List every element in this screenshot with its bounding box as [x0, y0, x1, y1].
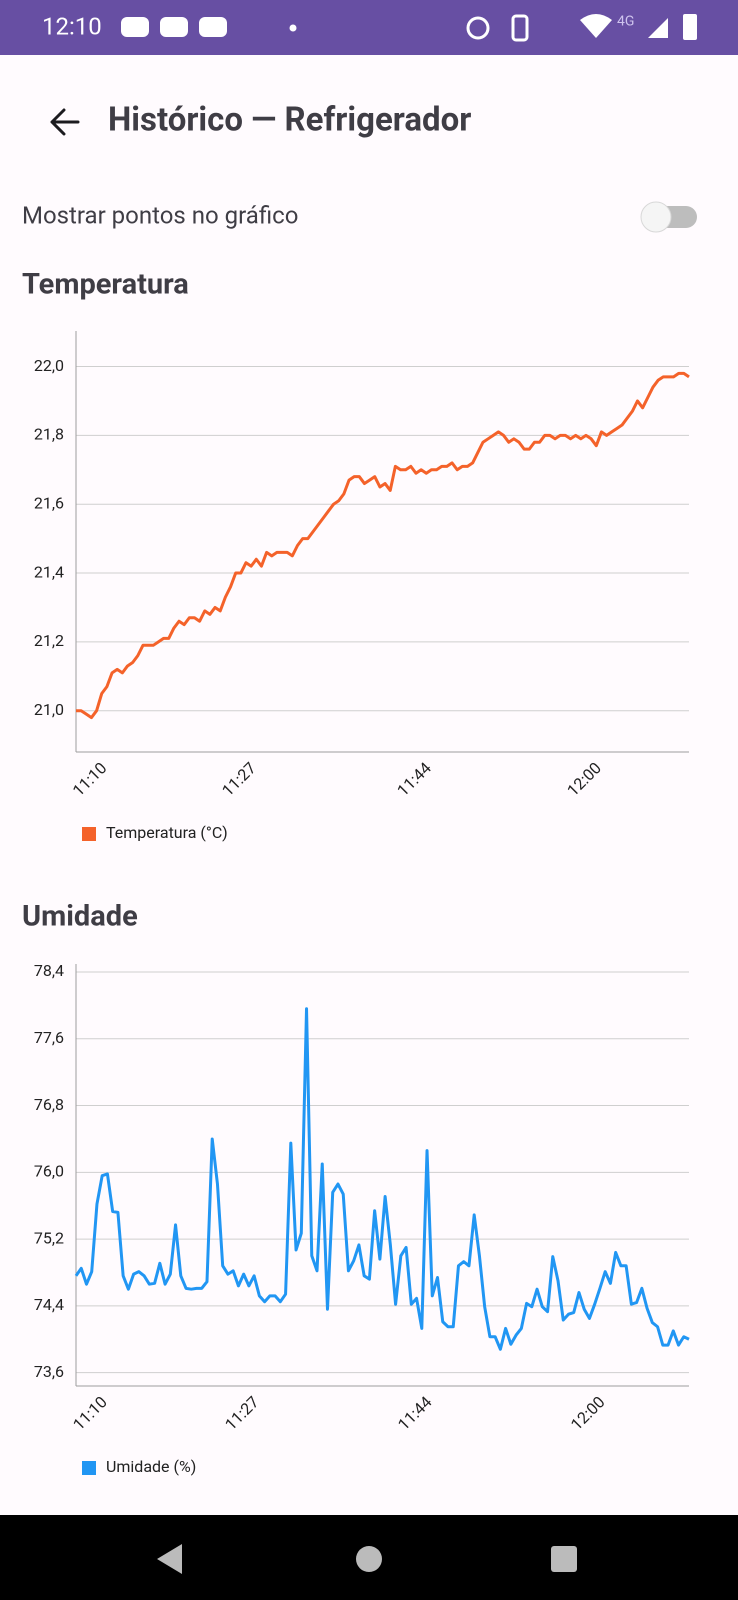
- back-button[interactable]: [50, 108, 80, 136]
- icon: [121, 17, 149, 37]
- x-tick-label: 11:10: [69, 758, 111, 800]
- y-tick-label: 21,4: [34, 562, 64, 581]
- status-time: 12:10: [42, 12, 102, 40]
- y-tick-label: 21,6: [34, 493, 64, 512]
- status-network: 4G: [617, 14, 634, 30]
- icon: [580, 14, 612, 38]
- data-line: [76, 371, 690, 720]
- y-tick-label: 21,8: [34, 425, 64, 444]
- y-tick-label: 73,6: [34, 1362, 64, 1381]
- legend-swatch: [82, 827, 96, 841]
- legend-label: Umidade (%): [106, 1457, 196, 1476]
- chart-title: Temperatura: [22, 268, 189, 302]
- y-tick-label: 74,4: [34, 1295, 64, 1314]
- x-tick-label: 11:10: [69, 1392, 111, 1434]
- y-tick-label: 22,0: [34, 356, 64, 375]
- x-tick-label: 11:44: [393, 758, 435, 800]
- icon: [648, 18, 668, 38]
- y-tick-label: 21,2: [34, 631, 64, 650]
- x-tick-label: 11:44: [394, 1392, 436, 1434]
- nav-back[interactable]: [157, 1544, 182, 1574]
- legend-swatch: [82, 1461, 96, 1475]
- y-tick-label: 76,0: [34, 1162, 64, 1181]
- data-line: [74, 1007, 690, 1351]
- screen-title: Histórico — Refrigerador: [108, 101, 471, 140]
- y-tick-label: 77,6: [34, 1028, 64, 1047]
- x-tick-label: 11:27: [221, 1392, 263, 1434]
- icon: [289, 24, 297, 32]
- icon: [199, 17, 227, 37]
- icon: [511, 14, 529, 42]
- icon: [466, 16, 490, 40]
- y-tick-label: 78,4: [34, 961, 64, 980]
- y-tick-label: 75,2: [34, 1228, 64, 1247]
- icon: [160, 17, 188, 37]
- x-tick-label: 11:27: [218, 758, 260, 800]
- y-tick-label: 76,8: [34, 1095, 64, 1114]
- x-tick-label: 12:00: [563, 758, 605, 800]
- nav-home[interactable]: [356, 1546, 382, 1572]
- nav-recents[interactable]: [551, 1546, 577, 1572]
- toggle-switch[interactable]: [640, 201, 697, 233]
- y-tick-label: 21,0: [34, 700, 64, 719]
- icon: [683, 14, 697, 40]
- chart-title: Umidade: [22, 900, 138, 934]
- status-icons: [121, 14, 697, 42]
- legend-label: Temperatura (°C): [106, 823, 228, 842]
- x-tick-label: 12:00: [567, 1392, 609, 1434]
- toggle-thumb: [640, 201, 672, 233]
- toggle-label: Mostrar pontos no gráfico: [22, 201, 298, 229]
